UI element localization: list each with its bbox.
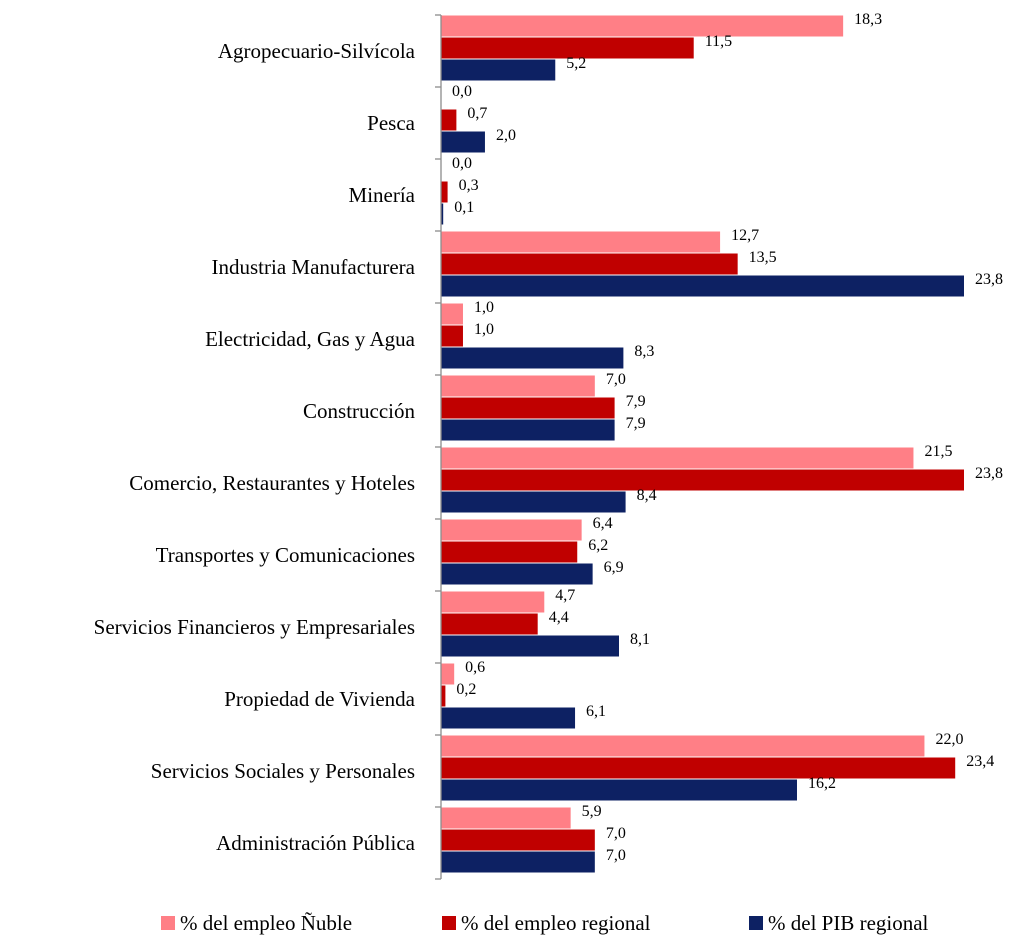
bar-del-empleo-nuble-electricidad-gas-y-agua <box>441 303 463 325</box>
value-label-del-empleo-nuble-servicios-financieros-y-empresariales: 4,7 <box>555 587 575 604</box>
value-label-del-pib-regional-transportes-y-comunicaciones: 6,9 <box>604 559 624 576</box>
bar-del-empleo-nuble-servicios-financieros-y-empresariales <box>441 591 545 613</box>
bar-del-empleo-regional-comercio-restaurantes-y-hoteles <box>441 469 964 491</box>
bar-del-empleo-regional-servicios-financieros-y-empresariales <box>441 613 538 635</box>
bar-del-pib-regional-electricidad-gas-y-agua <box>441 347 624 369</box>
value-label-del-empleo-regional-comercio-restaurantes-y-hoteles: 23,8 <box>975 465 1003 482</box>
bar-del-pib-regional-transportes-y-comunicaciones <box>441 563 593 585</box>
value-label-del-pib-regional-agropecuario-silvicola: 5,2 <box>566 55 586 72</box>
value-label-del-empleo-regional-electricidad-gas-y-agua: 1,0 <box>474 321 494 338</box>
bar-del-empleo-regional-propiedad-de-vivienda <box>441 685 446 707</box>
value-label-del-pib-regional-pesca: 2,0 <box>496 127 516 144</box>
value-label-del-empleo-regional-servicios-sociales-y-personales: 23,4 <box>966 753 994 770</box>
value-label-del-empleo-regional-administracion-publica: 7,0 <box>606 825 626 842</box>
category-label-propiedad-de-vivienda: Propiedad de Vivienda <box>224 687 415 711</box>
bar-del-empleo-regional-industria-manufacturera <box>441 253 738 275</box>
bar-del-empleo-regional-agropecuario-silvicola <box>441 37 694 59</box>
bar-del-empleo-regional-servicios-sociales-y-personales <box>441 757 956 779</box>
value-label-del-empleo-nuble-transportes-y-comunicaciones: 6,4 <box>593 515 613 532</box>
value-label-del-empleo-nuble-servicios-sociales-y-personales: 22,0 <box>935 731 963 748</box>
value-label-del-empleo-nuble-pesca: 0,0 <box>452 83 472 100</box>
bar-del-empleo-regional-administracion-publica <box>441 829 595 851</box>
value-label-del-pib-regional-industria-manufacturera: 23,8 <box>975 271 1003 288</box>
bar-del-empleo-nuble-comercio-restaurantes-y-hoteles <box>441 447 914 469</box>
value-label-del-empleo-regional-construccion: 7,9 <box>626 393 646 410</box>
value-label-del-empleo-regional-pesca: 0,7 <box>467 105 487 122</box>
value-label-del-pib-regional-propiedad-de-vivienda: 6,1 <box>586 703 606 720</box>
bar-del-pib-regional-propiedad-de-vivienda <box>441 707 576 729</box>
bar-del-pib-regional-servicios-financieros-y-empresariales <box>441 635 619 657</box>
value-label-del-pib-regional-comercio-restaurantes-y-hoteles: 8,4 <box>637 487 657 504</box>
value-label-del-empleo-regional-industria-manufacturera: 13,5 <box>749 249 777 266</box>
value-label-del-empleo-nuble-propiedad-de-vivienda: 0,6 <box>465 659 485 676</box>
category-label-servicios-sociales-y-personales: Servicios Sociales y Personales <box>151 759 415 783</box>
category-label-industria-manufacturera: Industria Manufacturera <box>212 255 416 279</box>
bar-del-empleo-nuble-administracion-publica <box>441 807 571 829</box>
legend-swatch-del-empleo-nuble <box>161 916 175 930</box>
bar-del-pib-regional-mineria <box>441 203 444 225</box>
category-label-electricidad-gas-y-agua: Electricidad, Gas y Agua <box>205 327 416 351</box>
bar-del-pib-regional-construccion <box>441 419 615 441</box>
value-label-del-pib-regional-servicios-sociales-y-personales: 16,2 <box>808 775 836 792</box>
value-label-del-empleo-regional-servicios-financieros-y-empresariales: 4,4 <box>549 609 569 626</box>
bar-del-empleo-regional-electricidad-gas-y-agua <box>441 325 463 347</box>
value-label-del-empleo-nuble-construccion: 7,0 <box>606 371 626 388</box>
bar-del-empleo-nuble-agropecuario-silvicola <box>441 15 844 37</box>
category-label-servicios-financieros-y-empresariales: Servicios Financieros y Empresariales <box>94 615 415 639</box>
value-label-del-empleo-regional-propiedad-de-vivienda: 0,2 <box>456 681 476 698</box>
value-label-del-empleo-nuble-mineria: 0,0 <box>452 155 472 172</box>
bar-del-empleo-nuble-propiedad-de-vivienda <box>441 663 455 685</box>
bar-del-pib-regional-agropecuario-silvicola <box>441 59 556 81</box>
value-label-del-empleo-regional-mineria: 0,3 <box>459 177 479 194</box>
value-labels: 18,3 11,5 5,2 0,0 0,7 2,0 0,0 0,3 0,1 12,7 13,5 23,… <box>452 11 1003 864</box>
category-label-transportes-y-comunicaciones: Transportes y Comunicaciones <box>156 543 415 567</box>
bar-del-pib-regional-servicios-sociales-y-personales <box>441 779 797 801</box>
bar-del-empleo-nuble-servicios-sociales-y-personales <box>441 735 925 757</box>
bar-del-pib-regional-administracion-publica <box>441 851 595 873</box>
legend-label-del-empleo-regional: % del empleo regional <box>461 911 651 935</box>
value-label-del-pib-regional-administracion-publica: 7,0 <box>606 847 626 864</box>
category-label-comercio-restaurantes-y-hoteles: Comercio, Restaurantes y Hoteles <box>129 471 415 495</box>
bars <box>441 15 964 873</box>
legend-swatch-del-pib-regional <box>749 916 763 930</box>
value-label-del-pib-regional-servicios-financieros-y-empresariales: 8,1 <box>630 631 650 648</box>
value-label-del-pib-regional-construccion: 7,9 <box>626 415 646 432</box>
bar-del-empleo-nuble-transportes-y-comunicaciones <box>441 519 582 541</box>
value-label-del-empleo-nuble-electricidad-gas-y-agua: 1,0 <box>474 299 494 316</box>
category-axis <box>435 14 442 880</box>
bar-del-pib-regional-industria-manufacturera <box>441 275 964 297</box>
bar-del-empleo-regional-construccion <box>441 397 615 419</box>
value-label-del-empleo-regional-transportes-y-comunicaciones: 6,2 <box>588 537 608 554</box>
bar-del-empleo-nuble-industria-manufacturera <box>441 231 721 253</box>
category-label-pesca: Pesca <box>367 111 415 135</box>
category-label-construccion: Construcción <box>303 399 415 423</box>
value-label-del-empleo-nuble-administracion-publica: 5,9 <box>582 803 602 820</box>
legend: % del empleo Ñuble % del empleo regional%… <box>161 911 929 935</box>
category-label-administracion-publica: Administración Pública <box>216 831 416 855</box>
category-label-agropecuario-silvicola: Agropecuario-Silvícola <box>218 39 416 63</box>
bar-del-empleo-regional-mineria <box>441 181 448 203</box>
category-label-mineria: Minería <box>349 183 416 207</box>
value-label-del-empleo-nuble-industria-manufacturera: 12,7 <box>731 227 759 244</box>
bar-del-pib-regional-pesca <box>441 131 485 153</box>
value-label-del-pib-regional-electricidad-gas-y-agua: 8,3 <box>634 343 654 360</box>
value-label-del-empleo-nuble-agropecuario-silvicola: 18,3 <box>854 11 882 28</box>
legend-swatch-del-empleo-regional <box>442 916 456 930</box>
bar-del-empleo-regional-pesca <box>441 109 457 131</box>
bar-del-empleo-regional-transportes-y-comunicaciones <box>441 541 578 563</box>
bar-del-pib-regional-comercio-restaurantes-y-hoteles <box>441 491 626 513</box>
value-label-del-empleo-nuble-comercio-restaurantes-y-hoteles: 21,5 <box>924 443 952 460</box>
value-label-del-pib-regional-mineria: 0,1 <box>454 199 474 216</box>
legend-label-del-empleo-nuble: % del empleo Ñuble <box>180 911 352 935</box>
value-label-del-empleo-regional-agropecuario-silvicola: 11,5 <box>705 33 732 50</box>
category-labels: Agropecuario-Silvícola Pesca Minería Indust… <box>94 39 416 855</box>
bar-del-empleo-nuble-construccion <box>441 375 595 397</box>
legend-label-del-pib-regional: % del PIB regional <box>768 911 929 935</box>
